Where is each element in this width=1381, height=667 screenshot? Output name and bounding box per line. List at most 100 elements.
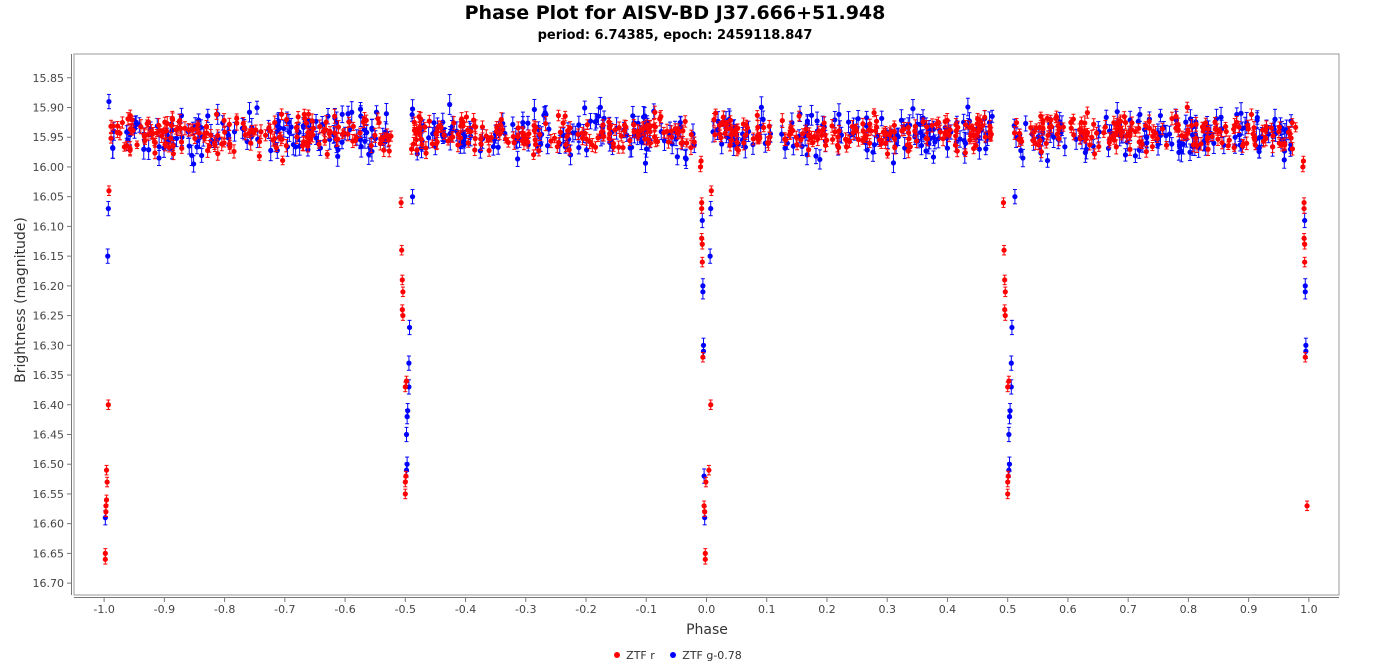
ztf-r-point <box>248 140 254 146</box>
ztf-r-point <box>1106 139 1112 146</box>
ztf-r-point <box>305 111 312 117</box>
ztf-r-point <box>843 144 850 150</box>
ztf-r-point <box>634 129 641 135</box>
ztf-r-point <box>1016 130 1023 136</box>
ztf-r-point <box>855 136 862 143</box>
ztf-r-point <box>971 145 977 152</box>
ztf-g-point <box>700 348 707 354</box>
ztf-r-point <box>182 125 188 131</box>
ztf-r-point <box>1263 127 1269 134</box>
ztf-r-point <box>472 147 478 153</box>
x-tick-label: 0.8 <box>1180 603 1198 616</box>
ztf-g-point <box>369 125 375 131</box>
ztf-r-point <box>192 135 198 142</box>
ztf-r-point <box>924 124 930 130</box>
ztf-r-point <box>423 150 429 156</box>
ztf-r-point <box>713 110 719 116</box>
ztf-r-point <box>168 135 174 141</box>
ztf-r-point <box>411 127 418 133</box>
ztf-r-point <box>640 126 647 132</box>
ztf-r-point <box>1205 146 1211 152</box>
ztf-r-point <box>943 131 949 137</box>
ztf-g-point <box>362 138 368 144</box>
ztf-r-point <box>786 132 793 138</box>
ztf-r-point <box>345 131 351 137</box>
ztf-r-point <box>108 135 114 141</box>
ztf-g-point <box>146 147 152 153</box>
ztf-r-point <box>1070 116 1076 122</box>
ztf-r-point <box>883 140 889 147</box>
ztf-g-point <box>1137 111 1143 118</box>
ztf-r-point <box>1276 128 1282 135</box>
ztf-g-point <box>957 136 963 142</box>
ztf-g-point <box>758 104 764 110</box>
ztf-r-point <box>1119 129 1126 135</box>
ztf-r-point <box>295 114 301 120</box>
ztf-r-point <box>1212 119 1218 125</box>
ztf-r-point <box>955 124 961 130</box>
ztf-g-point <box>965 104 971 110</box>
ztf-r-point <box>434 129 440 135</box>
x-tick-label: 0.7 <box>1119 603 1137 616</box>
ztf-g-point <box>642 160 649 166</box>
ztf-r-point <box>1017 136 1024 142</box>
x-tick-label: -0.8 <box>214 603 235 616</box>
ztf-g-point <box>1187 116 1194 122</box>
ztf-r-point <box>735 147 741 153</box>
ztf-r-point <box>163 140 169 147</box>
ztf-r-point <box>386 148 392 154</box>
ztf-g-point <box>409 194 416 200</box>
ztf-r-point <box>621 127 628 133</box>
ztf-g-point <box>199 152 205 159</box>
ztf-r-point <box>1248 111 1255 118</box>
ztf-r-point <box>806 132 812 138</box>
ztf-g-point <box>1012 194 1018 200</box>
ztf-r-point <box>211 140 218 146</box>
ztf-r-point <box>455 142 461 148</box>
ztf-r-point <box>891 135 898 142</box>
ztf-r-point <box>822 142 829 148</box>
ztf-g-point <box>290 141 296 148</box>
ztf-g-point <box>404 461 410 467</box>
ztf-r-point <box>473 124 479 130</box>
ztf-r-point <box>414 147 420 153</box>
ztf-r-point <box>234 120 240 126</box>
ztf-g-point <box>403 467 410 473</box>
ztf-r-point <box>526 131 532 137</box>
ztf-r-point <box>720 114 727 120</box>
ztf-r-point <box>1163 142 1170 148</box>
ztf-g-point <box>855 116 861 122</box>
ztf-g-point <box>1218 114 1224 120</box>
ztf-g-point <box>1155 141 1161 148</box>
ztf-r-point <box>842 136 849 142</box>
ztf-r-point <box>455 131 461 137</box>
ztf-g-point <box>576 144 582 151</box>
ztf-r-point <box>557 129 563 135</box>
ztf-r-point <box>300 141 307 147</box>
ztf-r-point <box>222 129 228 135</box>
ztf-r-point <box>954 148 960 154</box>
ztf-r-point <box>929 122 935 129</box>
ztf-r-point <box>413 137 420 143</box>
ztf-r-point <box>148 128 154 135</box>
ztf-r-point <box>722 130 728 136</box>
ztf-r-point <box>465 140 471 146</box>
ztf-g-point <box>845 119 852 125</box>
x-tick-label: -0.3 <box>515 603 536 616</box>
ztf-r-point <box>1011 130 1018 136</box>
y-tick-label: 16.45 <box>33 428 65 441</box>
ztf-r-point <box>905 124 911 131</box>
ztf-r-point <box>1189 122 1195 129</box>
ztf-r-point <box>221 117 227 124</box>
ztf-r-point <box>829 136 836 143</box>
ztf-r-point <box>669 134 675 140</box>
ztf-g-point <box>864 147 870 153</box>
ztf-r-point <box>968 133 974 139</box>
ztf-g-point <box>431 120 437 126</box>
ztf-r-point <box>227 141 233 147</box>
ztf-r-point <box>279 136 285 142</box>
ztf-r-point <box>177 125 183 131</box>
ztf-g-point <box>879 115 885 122</box>
series-ztf-r <box>108 101 1299 166</box>
ztf-r-point <box>1159 126 1165 132</box>
